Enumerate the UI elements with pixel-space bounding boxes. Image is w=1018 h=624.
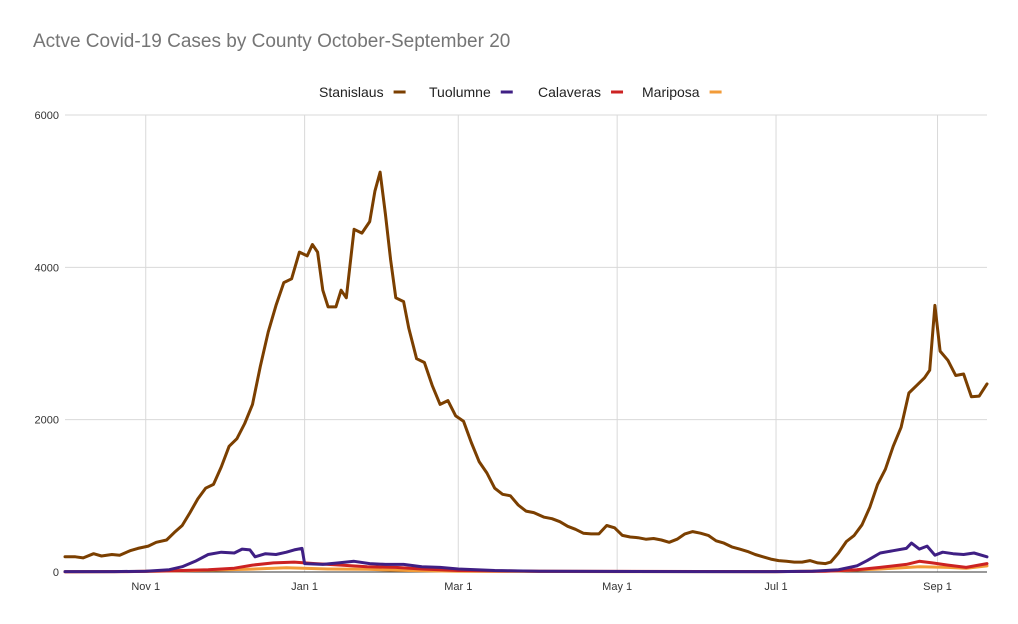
y-tick-label: 4000 bbox=[35, 262, 59, 274]
y-tick-label: 2000 bbox=[35, 415, 59, 427]
x-tick-label: May 1 bbox=[602, 581, 632, 593]
series-line-stanislaus bbox=[63, 170, 989, 566]
y-tick-label: 6000 bbox=[35, 110, 59, 122]
chart-title: Actve Covid-19 Cases by County October-S… bbox=[33, 31, 511, 52]
legend-label-mariposa: Mariposa bbox=[642, 84, 700, 100]
legend-label-tuolumne: Tuolumne bbox=[429, 84, 491, 100]
legend-label-calaveras: Calaveras bbox=[538, 84, 601, 100]
x-tick-label: Nov 1 bbox=[131, 581, 160, 593]
x-tick-label: Sep 1 bbox=[923, 581, 952, 593]
y-tick-label: 0 bbox=[53, 567, 59, 579]
x-tick-label: Mar 1 bbox=[444, 581, 472, 593]
x-tick-label: Jul 1 bbox=[764, 581, 787, 593]
series-line-calaveras bbox=[63, 559, 989, 574]
series-line-tuolumne bbox=[63, 541, 989, 574]
legend-label-stanislaus: Stanislaus bbox=[319, 84, 384, 100]
x-tick-label: Jan 1 bbox=[291, 581, 318, 593]
